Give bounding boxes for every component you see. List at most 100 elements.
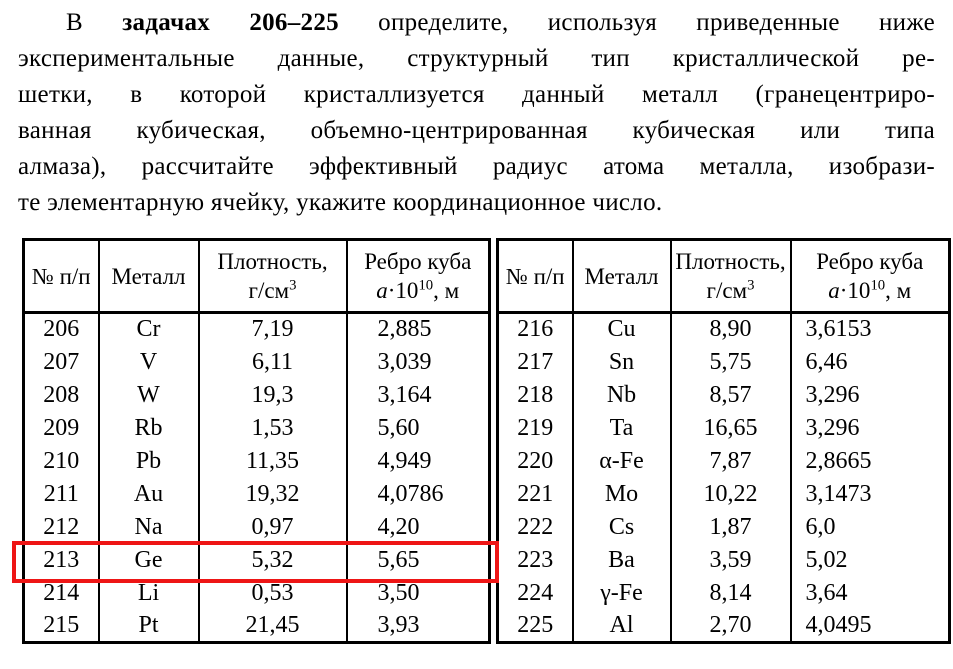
cell-density: 7,87: [669, 444, 791, 478]
density-unit-base: г/см: [706, 278, 748, 303]
cell-density: 19,3: [197, 378, 347, 412]
cell-num: 212: [43, 513, 80, 540]
cell-edge: 3,296: [789, 411, 950, 445]
cell-metal: Ge: [97, 543, 199, 577]
table-row: 210 Pb 11,35 4,949: [24, 444, 490, 478]
cell-edge: 2,8665: [789, 444, 950, 478]
header-num: № п/п: [497, 239, 573, 314]
cell-edge: 5,65: [345, 543, 490, 577]
cell-num: 211: [43, 480, 79, 507]
cell-num: 215: [43, 611, 80, 638]
density-unit-sup: 3: [289, 277, 297, 294]
cell-metal: Pb: [97, 444, 199, 478]
cell-edge: 3,296: [789, 378, 950, 412]
edge-unit: , м: [433, 278, 460, 303]
cell-edge: 4,0786: [345, 477, 490, 511]
table-row: 208 W 19,3 3,164: [24, 378, 490, 412]
cell-density: 10,22: [669, 477, 791, 511]
cell-edge: 3,50: [345, 576, 490, 610]
table-row: 216 Cu 8,90 3,6153: [498, 312, 950, 346]
cell-density: 8,57: [669, 378, 791, 412]
cell-metal: α-Fe: [571, 444, 671, 478]
cell-edge: 5,60: [345, 411, 490, 445]
cell-density: 0,97: [197, 510, 347, 544]
intro-line-5: алмаза), рассчитайте эффективный радиус …: [18, 153, 935, 180]
intro-line-4: ванная кубическая, объемно-центрированна…: [18, 117, 935, 144]
header-density-line2: г/см3: [201, 276, 346, 305]
table-row: 211 Au 19,32 4,0786: [24, 477, 490, 511]
cell-density: 19,32: [197, 477, 347, 511]
table-row: 219 Ta 16,65 3,296: [498, 411, 950, 445]
cell-metal: Cs: [571, 510, 671, 544]
cell-metal: Rb: [97, 411, 199, 445]
edge-mid: ·10: [839, 278, 871, 303]
cell-num: 225: [517, 611, 554, 638]
cell-metal: Nb: [571, 378, 671, 412]
cell-metal: Al: [571, 609, 671, 643]
problems-table-left: № п/п Металл Плотность, г/см3 Ребро куба…: [22, 238, 491, 644]
cell-edge: 5,02: [789, 543, 950, 577]
table-row: 214 Li 0,53 3,50: [24, 576, 490, 610]
cell-density: 11,35: [197, 444, 347, 478]
header-density-line1: Плотность,: [217, 249, 328, 274]
cell-edge: 3,93: [345, 609, 490, 643]
cell-metal: Mo: [571, 477, 671, 511]
edge-symbol-a: a: [376, 278, 388, 303]
cell-num: 224: [517, 579, 554, 606]
cell-num: 221: [517, 480, 554, 507]
cell-density: 8,90: [669, 312, 791, 346]
cell-num: 210: [43, 447, 80, 474]
header-row: № п/п Металл Плотность, г/см3 Ребро куба…: [23, 239, 490, 314]
table-row: 223 Ba 3,59 5,02: [498, 543, 950, 577]
cell-num: 216: [517, 316, 554, 343]
edge-exponent: 10: [870, 277, 886, 294]
header-density-line2: г/см3: [673, 276, 790, 305]
cell-edge: 6,46: [789, 345, 950, 379]
cell-density: 21,45: [197, 609, 347, 643]
header-metal: Металл: [571, 239, 671, 314]
cell-num: 223: [517, 546, 554, 573]
cell-density: 6,11: [197, 345, 347, 379]
table-row: 212 Na 0,97 4,20: [24, 510, 490, 544]
cell-metal: Ba: [571, 543, 671, 577]
edge-symbol-a: a: [828, 278, 840, 303]
header-density-line1: Плотность,: [675, 249, 786, 274]
cell-edge: 2,885: [345, 312, 490, 346]
intro-line-3: шетки, в которой кристаллизуется данный …: [18, 81, 935, 108]
table-row: 209 Rb 1,53 5,60: [24, 411, 490, 445]
header-edge-line2: a·1010, м: [349, 276, 489, 305]
header-metal: Металл: [97, 239, 199, 314]
cell-metal: Cu: [571, 312, 671, 346]
table-row: 220 α-Fe 7,87 2,8665: [498, 444, 950, 478]
intro-line-1: В задачах 206–225 определите, используя …: [18, 5, 935, 41]
cell-edge: 3,6153: [789, 312, 950, 346]
cell-num: 217: [517, 348, 554, 375]
cell-num: 209: [43, 414, 80, 441]
table-row: 207 V 6,11 3,039: [24, 345, 490, 379]
cell-edge: 3,64: [789, 576, 950, 610]
density-unit-base: г/см: [248, 278, 290, 303]
cell-metal: Pt: [97, 609, 199, 643]
cell-density: 5,75: [669, 345, 791, 379]
cell-num: 220: [517, 447, 554, 474]
cell-metal: V: [97, 345, 199, 379]
cell-metal: Cr: [97, 312, 199, 346]
table-row: 225 Al 2,70 4,0495: [498, 609, 950, 643]
cell-density: 3,59: [669, 543, 791, 577]
cell-edge: 4,0495: [789, 609, 950, 643]
cell-metal: Li: [97, 576, 199, 610]
cell-metal: Au: [97, 477, 199, 511]
edge-unit: , м: [885, 278, 912, 303]
cell-num: 219: [517, 414, 554, 441]
header-edge: Ребро куба a·1010, м: [789, 239, 950, 314]
table-row: 206 Cr 7,19 2,885: [24, 312, 490, 346]
intro-line-2: экспериментальные данные, структурный ти…: [18, 45, 935, 72]
cell-density: 7,19: [197, 312, 347, 346]
table-row: 218 Nb 8,57 3,296: [498, 378, 950, 412]
header-edge-line1: Ребро куба: [364, 249, 472, 274]
cell-num: 206: [43, 316, 80, 343]
problems-table-right: № п/п Металл Плотность, г/см3 Ребро куба…: [496, 238, 951, 644]
cell-density: 16,65: [669, 411, 791, 445]
cell-edge: 3,039: [345, 345, 490, 379]
